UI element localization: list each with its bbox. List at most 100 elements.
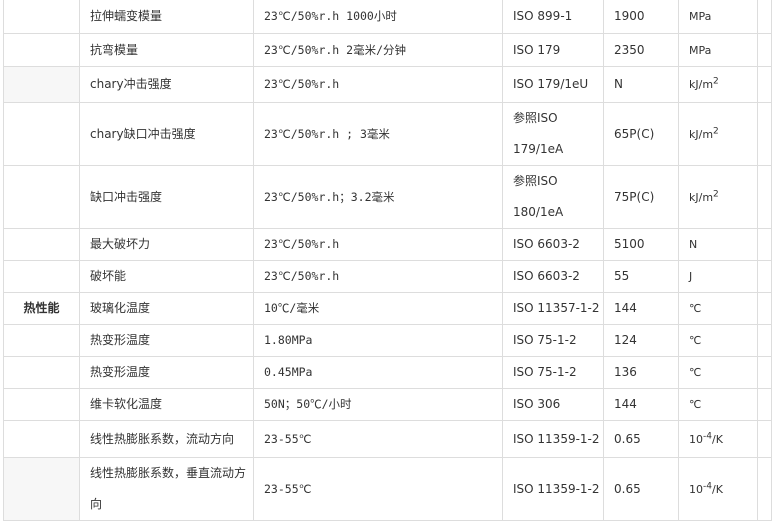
standard-cell: ISO 179 [502,33,604,67]
property-cell: chary冲击强度 [79,66,254,103]
condition-cell: 23℃/50%r.h [253,66,503,103]
table-row: 抗弯模量 23℃/50%r.h 2毫米/分钟 ISO 179 2350 MPa [3,33,772,67]
condition-cell: 23℃/50%r.h ; 3毫米 [253,102,503,166]
unit-cell: MPa [678,0,758,34]
value-cell: 5100 [603,228,679,261]
property-cell: 热变形温度 [79,356,254,389]
empty-cell [757,324,772,357]
table-row: chary缺口冲击强度 23℃/50%r.h ; 3毫米 参照ISO 179/1eA 6… [3,102,772,166]
section-cell [3,228,80,261]
empty-cell [757,66,772,103]
property-cell: 热变形温度 [79,324,254,357]
property-cell: 线性热膨胀系数，流动方向 [79,420,254,458]
standard-cell: ISO 11357-1-2 [502,292,604,325]
value-cell: 144 [603,292,679,325]
property-cell: 破坏能 [79,260,254,293]
table-row: 线性热膨胀系数，流动方向 23-55℃ ISO 11359-1-2 0.65 10-4/… [3,420,772,458]
table-row: 热变形温度 1.80MPa ISO 75-1-2 124 ℃ [3,324,772,357]
condition-cell: 23-55℃ [253,457,503,521]
table-row: 最大破坏力 23℃/50%r.h ISO 6603-2 5100 N [3,228,772,261]
section-cell: 热性能 [3,292,80,325]
unit-cell: 10-4/K [678,420,758,458]
section-cell [3,457,80,521]
empty-cell [757,420,772,458]
section-cell [3,420,80,458]
table-row: 热变形温度 0.45MPa ISO 75-1-2 136 ℃ [3,356,772,389]
table-row: 维卡软化温度 50N；50℃/小时 ISO 306 144 ℃ [3,388,772,421]
empty-cell [757,260,772,293]
table-row: 破坏能 23℃/50%r.h ISO 6603-2 55 J [3,260,772,293]
unit-cell: kJ/m2 [678,102,758,166]
property-cell: 缺口冲击强度 [79,165,254,229]
empty-cell [757,292,772,325]
section-cell [3,260,80,293]
value-cell: 0.65 [603,420,679,458]
unit-cell: ℃ [678,292,758,325]
property-cell: 玻璃化温度 [79,292,254,325]
standard-cell: ISO 75-1-2 [502,356,604,389]
unit-cell: MPa [678,33,758,67]
property-cell: 抗弯模量 [79,33,254,67]
standard-cell: ISO 11359-1-2 [502,420,604,458]
standard-cell: ISO 899-1 [502,0,604,34]
unit-cell: N [678,228,758,261]
property-cell: 最大破坏力 [79,228,254,261]
standard-cell: ISO 306 [502,388,604,421]
condition-cell: 10℃/毫米 [253,292,503,325]
section-cell [3,388,80,421]
condition-cell: 23℃/50%r.h 2毫米/分钟 [253,33,503,67]
standard-cell: ISO 75-1-2 [502,324,604,357]
empty-cell [757,356,772,389]
standard-cell: 参照ISO 179/1eA [502,102,604,166]
empty-cell [757,228,772,261]
value-cell: 0.65 [603,457,679,521]
property-cell: 线性热膨胀系数，垂直流动方向 [79,457,254,521]
standard-cell: ISO 6603-2 [502,260,604,293]
table-row: 热性能 玻璃化温度 10℃/毫米 ISO 11357-1-2 144 ℃ [3,292,772,325]
empty-cell [757,165,772,229]
unit-cell: ℃ [678,324,758,357]
section-cell [3,356,80,389]
empty-cell [757,457,772,521]
standard-cell: ISO 179/1eU [502,66,604,103]
empty-cell [757,102,772,166]
unit-cell: J [678,260,758,293]
value-cell: 55 [603,260,679,293]
value-cell: 2350 [603,33,679,67]
condition-cell: 23℃/50%r.h [253,228,503,261]
standard-cell: 参照ISO 180/1eA [502,165,604,229]
condition-cell: 0.45MPa [253,356,503,389]
empty-cell [757,33,772,67]
section-cell [3,0,80,34]
value-cell: 144 [603,388,679,421]
value-cell: 65P(C) [603,102,679,166]
section-cell [3,33,80,67]
value-cell: 75P(C) [603,165,679,229]
standard-cell: ISO 6603-2 [502,228,604,261]
table-row: 缺口冲击强度 23℃/50%r.h；3.2毫米 参照ISO 180/1eA 75P(C)… [3,165,772,229]
value-cell: 124 [603,324,679,357]
property-cell: 维卡软化温度 [79,388,254,421]
property-cell: 拉伸蠕变模量 [79,0,254,34]
section-cell [3,324,80,357]
condition-cell: 23℃/50%r.h [253,260,503,293]
unit-cell: ℃ [678,356,758,389]
condition-cell: 23℃/50%r.h 1000小时 [253,0,503,34]
empty-cell [757,388,772,421]
value-cell: N [603,66,679,103]
condition-cell: 1.80MPa [253,324,503,357]
properties-table: 拉伸蠕变模量 23℃/50%r.h 1000小时 ISO 899-1 1900 MPa 抗… [3,0,772,521]
unit-cell: kJ/m2 [678,165,758,229]
section-cell [3,165,80,229]
condition-cell: 23-55℃ [253,420,503,458]
standard-cell: ISO 11359-1-2 [502,457,604,521]
property-cell: chary缺口冲击强度 [79,102,254,166]
unit-cell: 10-4/K [678,457,758,521]
table-row: 线性热膨胀系数，垂直流动方向 23-55℃ ISO 11359-1-2 0.65 10-… [3,457,772,521]
section-cell [3,66,80,103]
table-row: 拉伸蠕变模量 23℃/50%r.h 1000小时 ISO 899-1 1900 MPa [3,0,772,34]
value-cell: 136 [603,356,679,389]
unit-cell: kJ/m2 [678,66,758,103]
condition-cell: 23℃/50%r.h；3.2毫米 [253,165,503,229]
